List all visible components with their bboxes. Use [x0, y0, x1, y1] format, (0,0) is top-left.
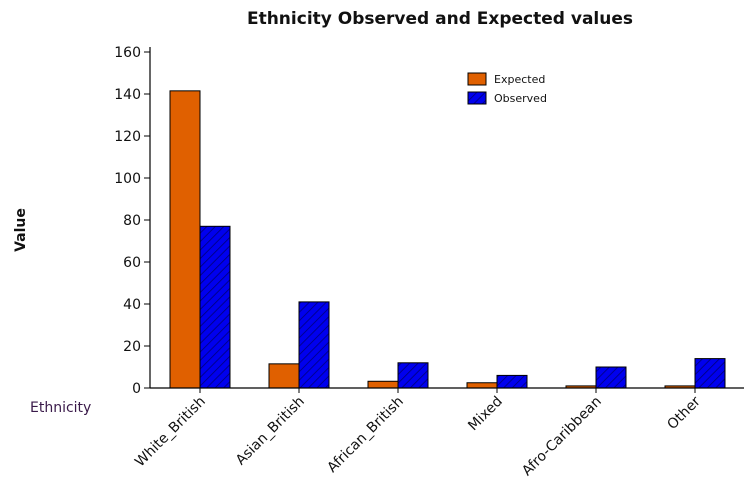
y-tick-label: 60: [123, 255, 141, 271]
y-tick-label: 20: [123, 339, 141, 355]
bars: [169, 90, 726, 389]
legend-swatch-observed: [467, 91, 487, 105]
x-tick-label: Afro-Caribbean: [519, 394, 605, 480]
x-tick-label: Other: [664, 393, 704, 433]
bar-observed-white-british: [199, 225, 231, 389]
y-tick-label: 120: [114, 129, 141, 145]
y-tick-label: 40: [123, 297, 141, 313]
bar-observed-asian-british: [298, 301, 330, 389]
bar-observed-african-british: [397, 362, 429, 389]
legend: Expected Observed: [467, 72, 547, 105]
y-tick-label: 100: [114, 171, 141, 187]
bar-expected-asian-british: [268, 363, 300, 389]
x-axis: White_British Asian_British African_Britis…: [132, 388, 704, 479]
legend-label-expected: Expected: [494, 73, 545, 86]
bar-expected-white-british: [169, 90, 201, 389]
legend-swatch-expected: [467, 72, 487, 86]
x-tick-label: African_British: [324, 394, 406, 476]
x-tick-label: Mixed: [465, 394, 506, 435]
y-tick-label: 0: [132, 381, 141, 397]
bar-observed-afro-caribbean: [595, 366, 627, 389]
bar-observed-mixed: [496, 374, 528, 389]
y-tick-label: 80: [123, 213, 141, 229]
x-axis-label: Ethnicity: [30, 400, 91, 416]
bar-expected-mixed: [466, 382, 498, 389]
y-axis: 0 20 40 60 80 100 120 140 160: [114, 45, 150, 397]
bar-observed-other: [694, 358, 726, 389]
x-tick-label: White_British: [132, 394, 209, 471]
x-tick-label: Asian_British: [233, 394, 308, 469]
y-tick-label: 140: [114, 87, 141, 103]
legend-label-observed: Observed: [494, 92, 547, 105]
y-tick-label: 160: [114, 45, 141, 61]
y-axis-label: Value: [13, 208, 29, 252]
bar-expected-african-british: [367, 380, 399, 389]
chart-title: Ethnicity Observed and Expected values: [247, 9, 633, 29]
